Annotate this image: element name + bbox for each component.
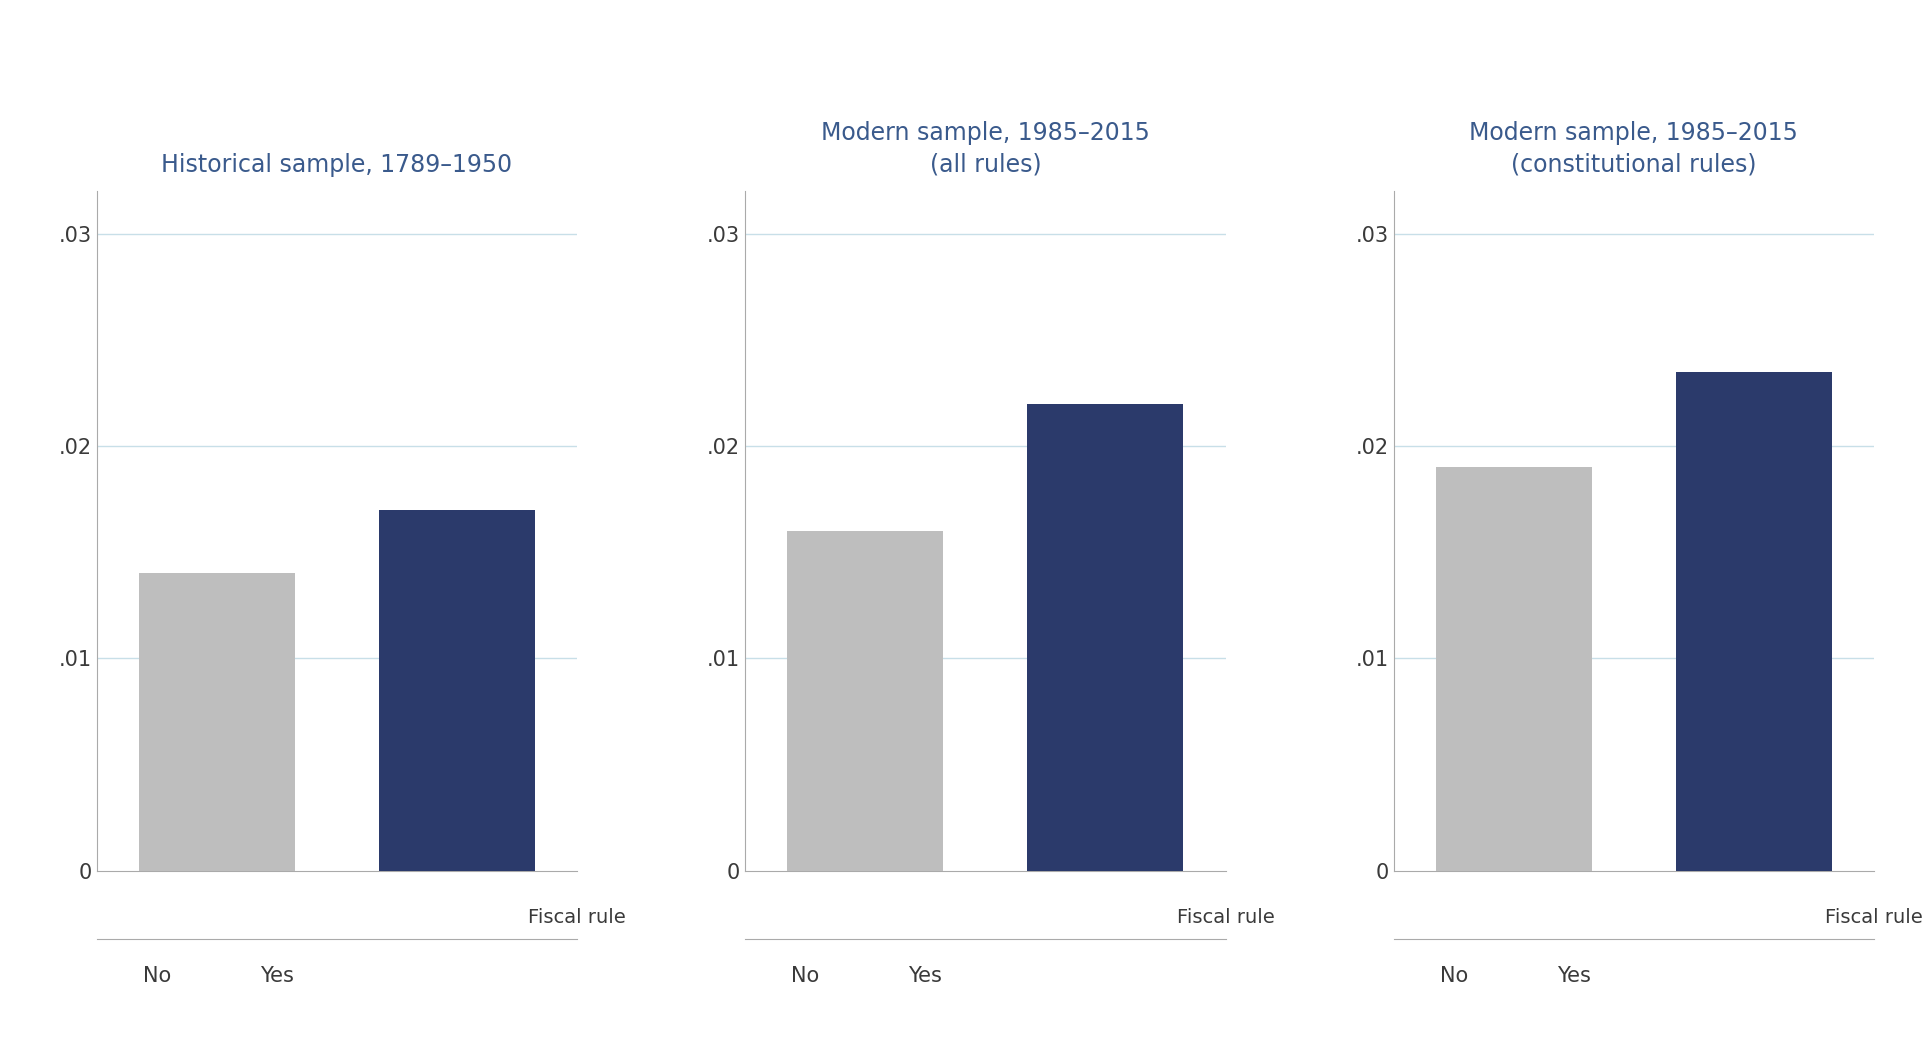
Title: Modern sample, 1985–2015
(constitutional rules): Modern sample, 1985–2015 (constitutional… bbox=[1470, 121, 1799, 176]
Text: Fiscal rule: Fiscal rule bbox=[1826, 908, 1922, 927]
Bar bbox=[1028, 404, 1184, 871]
Bar bbox=[379, 510, 535, 871]
Bar bbox=[1435, 467, 1592, 871]
Text: No: No bbox=[143, 966, 170, 986]
Text: Fiscal rule: Fiscal rule bbox=[1177, 908, 1275, 927]
Bar bbox=[139, 573, 296, 871]
Text: Yes: Yes bbox=[908, 966, 943, 986]
Text: Yes: Yes bbox=[259, 966, 294, 986]
Title: Historical sample, 1789–1950: Historical sample, 1789–1950 bbox=[160, 153, 512, 176]
Text: No: No bbox=[790, 966, 819, 986]
Title: Modern sample, 1985–2015
(all rules): Modern sample, 1985–2015 (all rules) bbox=[821, 121, 1150, 176]
Text: Fiscal rule: Fiscal rule bbox=[527, 908, 626, 927]
Text: No: No bbox=[1439, 966, 1468, 986]
Bar bbox=[786, 531, 943, 871]
Bar bbox=[1675, 372, 1832, 871]
Text: Yes: Yes bbox=[1557, 966, 1590, 986]
